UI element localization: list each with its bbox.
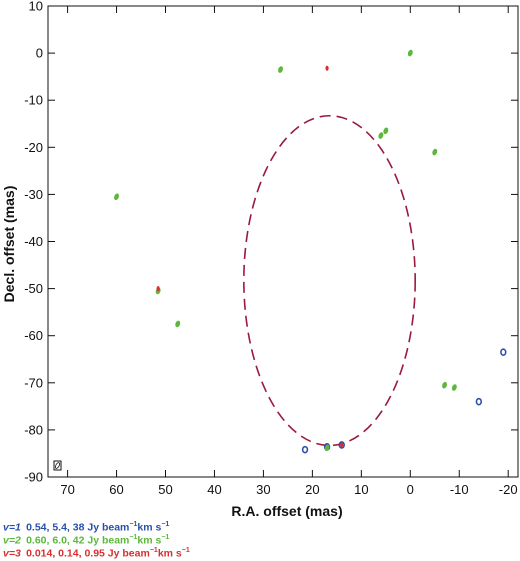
y-tick-label: -40 [24, 234, 43, 249]
y-tick-label: -80 [24, 422, 43, 437]
x-tick-label: 60 [109, 482, 123, 497]
maser-spot-v2 [451, 384, 457, 391]
legend-exponent: −1 [149, 547, 158, 554]
maser-spot-v2 [432, 148, 438, 156]
legend-text: 0.60, 6.0, 42 Jy beam [20, 534, 130, 547]
maser-spot-v2 [278, 66, 284, 73]
legend-exponent: −1 [129, 521, 138, 528]
legend-unit: km s [137, 521, 162, 534]
x-tick-label: -20 [499, 482, 518, 497]
y-axis-label: Decl. offset (mas) [1, 186, 17, 303]
legend-text: 0.014, 0.14, 0.95 Jy beam [20, 547, 150, 560]
beam-ellipse [54, 462, 61, 469]
x-tick-label: 30 [256, 482, 270, 497]
legend-text: 0.54, 5.4, 38 Jy beam [20, 521, 130, 534]
legend-label: v=3 [3, 547, 21, 560]
y-tick-label: 10 [29, 0, 43, 14]
maser-spot-v3 [340, 442, 344, 448]
y-tick-label: -60 [24, 328, 43, 343]
maser-spot-v2 [383, 127, 389, 135]
legend-entry-v2: v=2 0.60, 6.0, 42 Jy beam−1km s−1 [3, 531, 169, 548]
maser-spot-v1 [338, 441, 345, 449]
maser-spot-v1 [475, 397, 483, 406]
maser-spot-v2 [114, 193, 119, 201]
y-tick-label: -50 [24, 281, 43, 296]
legend-exponent: −1 [129, 534, 138, 541]
legend-exponent: −1 [181, 547, 190, 554]
legend-entry-v3: v=3 0.014, 0.14, 0.95 Jy beam−1km s−1 [3, 544, 190, 561]
maser-spot-v2 [175, 320, 181, 328]
y-tick-label: -30 [24, 187, 43, 202]
x-tick-label: 40 [207, 482, 221, 497]
y-tick-label: -70 [24, 375, 43, 390]
y-tick-label: -10 [24, 93, 43, 108]
maser-spot-v1 [500, 348, 507, 356]
maser-spot-v3 [325, 65, 329, 71]
legend-exponent: −1 [161, 521, 170, 528]
x-tick-label: 0 [407, 482, 414, 497]
legend-entry-v1: v=1 0.54, 5.4, 38 Jy beam−1km s−1 [3, 518, 169, 535]
x-tick-label: -10 [450, 482, 469, 497]
maser-spot-v2 [442, 381, 448, 389]
y-tick-label: -90 [24, 470, 43, 485]
dashed-ring [243, 114, 416, 447]
legend-exponent: −1 [161, 534, 170, 541]
maser-spot-v1 [301, 445, 309, 454]
axis-layer: 70 60 50 40 30 20 10 0 -10 -20 10 0 -10 -20 -30 -40 -50 -… [24, 0, 519, 497]
maser-spot-v2 [407, 49, 413, 57]
legend-label: v=1 [3, 521, 21, 534]
maser-spot-v3 [156, 286, 160, 292]
x-tick-label: 50 [158, 482, 172, 497]
maser-spot-v2 [378, 132, 384, 139]
legend-label: v=2 [3, 534, 21, 547]
x-tick-label: 20 [305, 482, 319, 497]
plot-frame [47, 5, 519, 478]
legend-unit: km s [137, 534, 162, 547]
x-tick-label: 10 [354, 482, 368, 497]
x-tick-label: 70 [60, 482, 74, 497]
y-tick-label: 0 [36, 46, 43, 61]
y-tick-label: -20 [24, 140, 43, 155]
maser-spot-v2 [324, 444, 330, 452]
x-axis-label: R.A. offset (mas) [231, 503, 342, 519]
plot-layer [53, 49, 507, 471]
beam-box [53, 460, 62, 471]
legend-unit: km s [157, 547, 182, 560]
